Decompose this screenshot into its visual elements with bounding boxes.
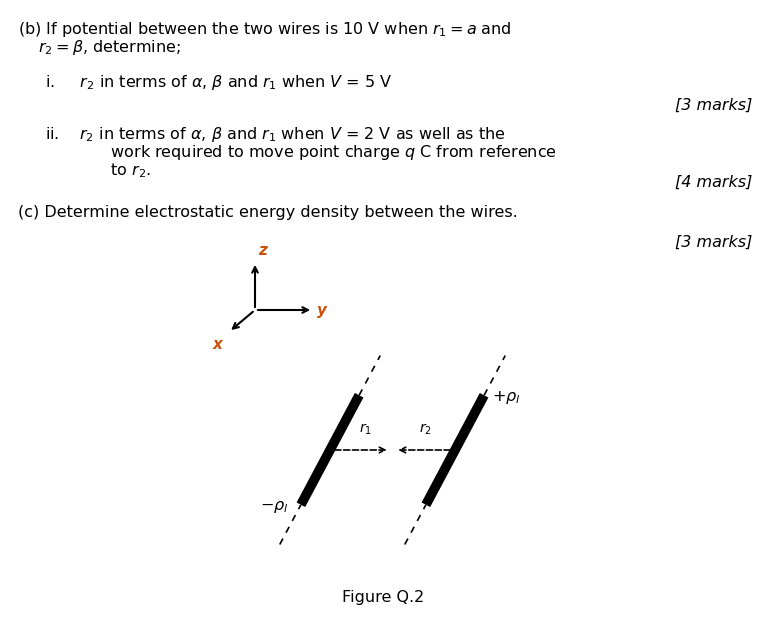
Text: $r_1$: $r_1$ bbox=[359, 422, 372, 437]
Text: to $r_2$.: to $r_2$. bbox=[75, 161, 151, 180]
Text: [4 marks]: [4 marks] bbox=[674, 175, 752, 190]
Text: z: z bbox=[258, 243, 267, 258]
Text: Figure Q.2: Figure Q.2 bbox=[342, 590, 424, 605]
Text: $r_2$: $r_2$ bbox=[420, 422, 432, 437]
Text: i.     $r_2$ in terms of $\alpha$, $\beta$ and $r_1$ when $V$ = 5 V: i. $r_2$ in terms of $\alpha$, $\beta$ a… bbox=[45, 73, 392, 92]
Text: $+\rho_l$: $+\rho_l$ bbox=[492, 389, 520, 406]
Text: $-\rho_l$: $-\rho_l$ bbox=[260, 499, 289, 515]
Text: x: x bbox=[213, 337, 223, 352]
Text: ii.    $r_2$ in terms of $\alpha$, $\beta$ and $r_1$ when $V$ = 2 V as well as t: ii. $r_2$ in terms of $\alpha$, $\beta$ … bbox=[45, 125, 506, 144]
Text: (b) If potential between the two wires is 10 V when $r_1 = a$ and: (b) If potential between the two wires i… bbox=[18, 20, 512, 39]
Text: (c) Determine electrostatic energy density between the wires.: (c) Determine electrostatic energy densi… bbox=[18, 205, 518, 220]
Text: [3 marks]: [3 marks] bbox=[674, 98, 752, 113]
Text: $r_2 = \beta$, determine;: $r_2 = \beta$, determine; bbox=[18, 38, 181, 57]
Text: [3 marks]: [3 marks] bbox=[674, 235, 752, 250]
Text: y: y bbox=[317, 304, 327, 318]
Text: work required to move point charge $q$ C from reference: work required to move point charge $q$ C… bbox=[75, 143, 557, 162]
